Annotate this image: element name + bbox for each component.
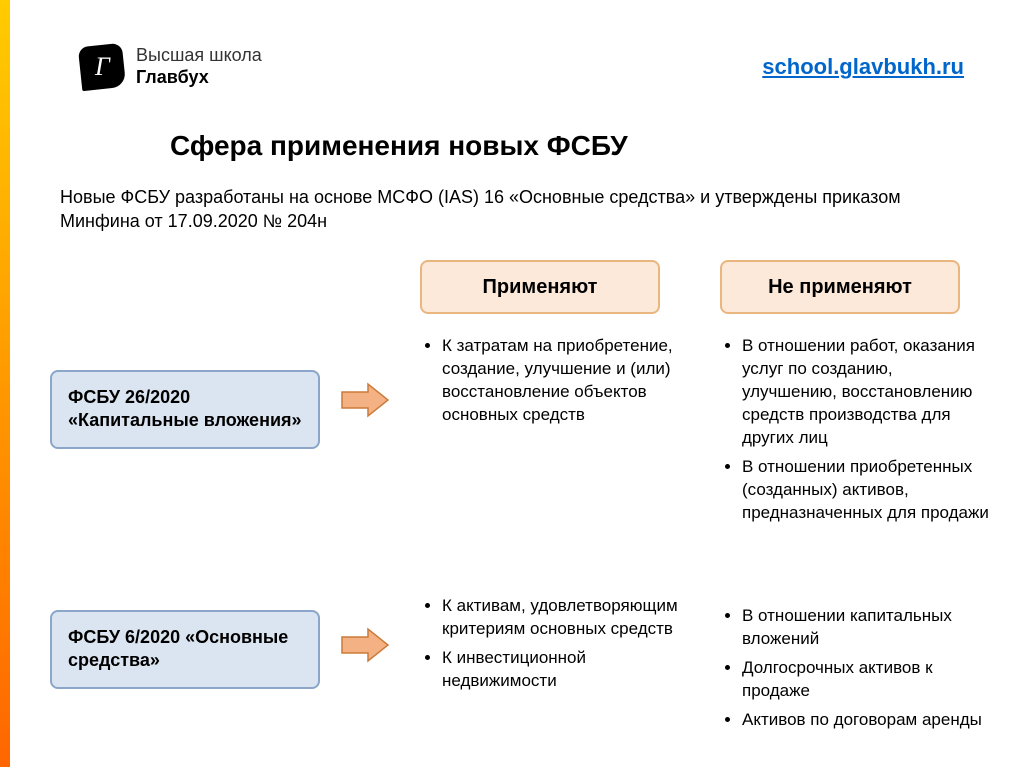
list-item: К активам, удовлетворяющим критериям осн… (442, 595, 680, 641)
left-accent-bar (0, 0, 10, 767)
page-title: Сфера применения новых ФСБУ (170, 130, 628, 162)
logo-line1: Высшая школа (136, 45, 262, 67)
list-item: К инвестиционной недвижимости (442, 647, 680, 693)
logo: Г Высшая школа Главбух (80, 45, 262, 89)
not-apply-bullets-row1: В отношении работ, оказания услуг по соз… (720, 335, 990, 531)
logo-icon: Г (78, 43, 126, 91)
column-header-not-apply: Не применяют (720, 260, 960, 314)
list-item: В отношении приобретенных (созданных) ак… (742, 456, 990, 525)
slide-header: Г Высшая школа Главбух school.glavbukh.r… (80, 45, 964, 89)
list-item: Активов по договорам аренды (742, 709, 990, 732)
list-item: В отношении капитальных вложений (742, 605, 990, 651)
logo-glyph: Г (95, 52, 110, 82)
logo-text: Высшая школа Главбух (136, 45, 262, 88)
logo-line2: Главбух (136, 67, 262, 89)
column-header-apply: Применяют (420, 260, 660, 314)
arrow-icon (340, 380, 390, 420)
not-apply-bullets-row2: В отношении капитальных вложений Долгоср… (720, 605, 990, 738)
arrow-icon (340, 625, 390, 665)
apply-bullets-row2: К активам, удовлетворяющим критериям осн… (420, 595, 680, 699)
fsbu-box-6-2020: ФСБУ 6/2020 «Основные средства» (50, 610, 320, 689)
list-item: Долгосрочных активов к продаже (742, 657, 990, 703)
apply-bullets-row1: К затратам на приобретение, создание, ул… (420, 335, 680, 433)
site-link[interactable]: school.glavbukh.ru (762, 54, 964, 80)
subtitle: Новые ФСБУ разработаны на основе МСФО (I… (60, 185, 964, 234)
fsbu-box-26-2020: ФСБУ 26/2020 «Капитальные вложения» (50, 370, 320, 449)
list-item: В отношении работ, оказания услуг по соз… (742, 335, 990, 450)
list-item: К затратам на приобретение, создание, ул… (442, 335, 680, 427)
